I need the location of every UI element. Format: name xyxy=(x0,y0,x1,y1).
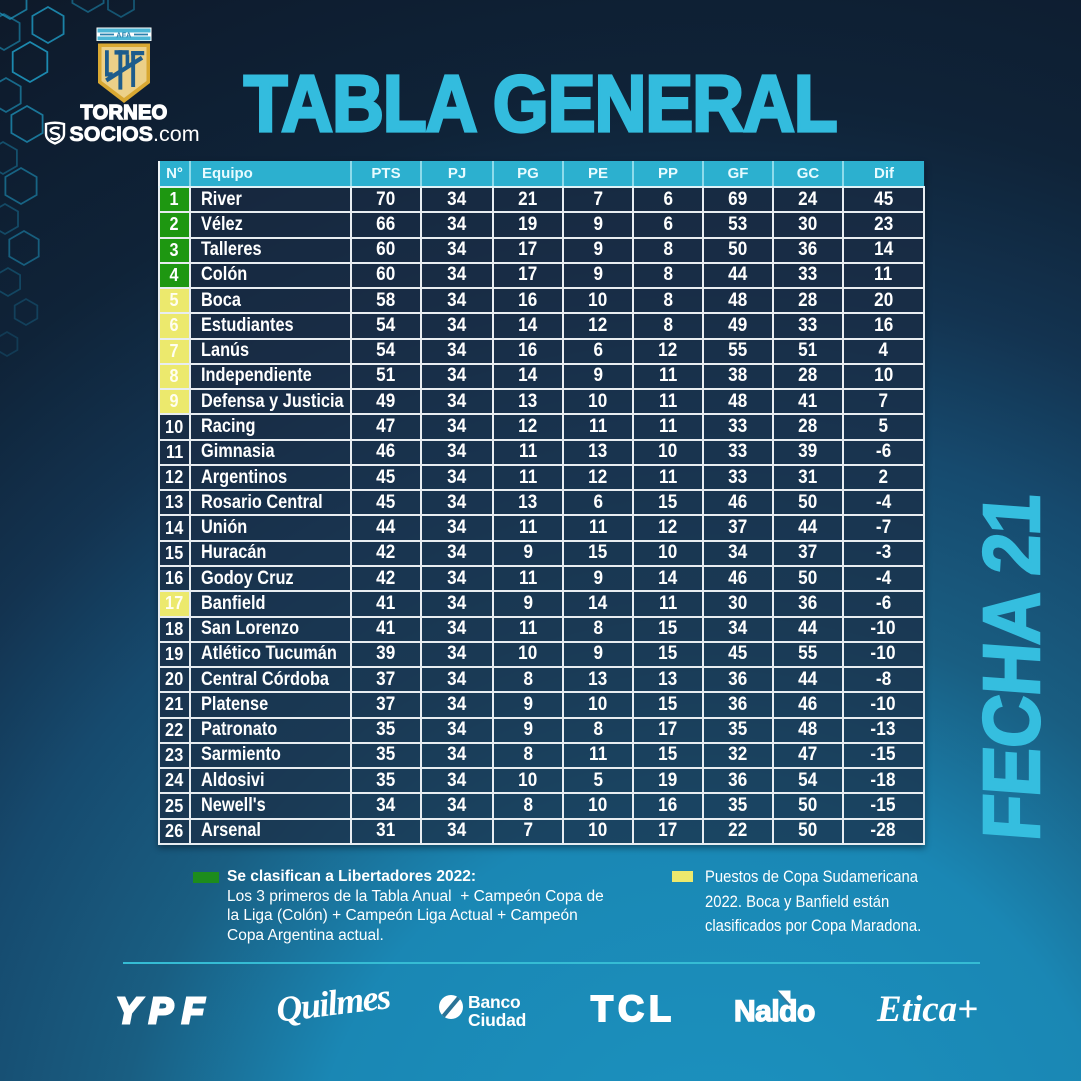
svg-text:AFA: AFA xyxy=(116,30,132,39)
